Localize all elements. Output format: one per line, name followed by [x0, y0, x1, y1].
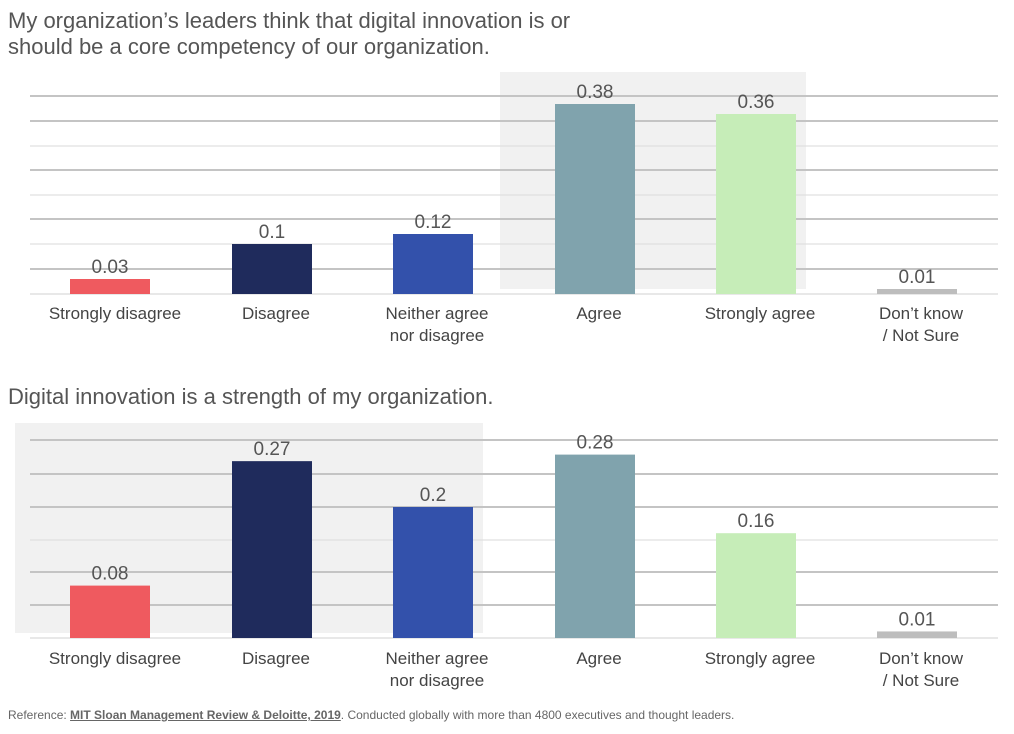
- category-label: / Not Sure: [883, 671, 960, 690]
- bar: [716, 114, 796, 294]
- category-label: Agree: [576, 649, 621, 668]
- footer-source-link[interactable]: MIT Sloan Management Review & Deloitte, …: [70, 708, 341, 722]
- data-label: 0.1: [259, 222, 285, 243]
- data-label: 0.2: [420, 485, 446, 506]
- category-label: Strongly agree: [705, 304, 816, 323]
- bar: [877, 289, 957, 294]
- bar: [393, 507, 473, 638]
- data-label: 0.36: [738, 92, 775, 113]
- data-label: 0.08: [92, 564, 129, 585]
- chart-1: 0.03 Strongly disagree 0.1 Disagree 0.12 Neit…: [30, 72, 998, 345]
- category-label: Strongly agree: [705, 649, 816, 668]
- chart-2-title: Digital innovation is a strength of my o…: [8, 384, 494, 409]
- category-label: Neither agree: [385, 304, 488, 323]
- category-label: Neither agree: [385, 649, 488, 668]
- category-label: Don’t know: [879, 649, 964, 668]
- bar: [555, 454, 635, 638]
- footer-prefix: Reference:: [8, 708, 71, 722]
- bar: [70, 279, 150, 294]
- data-label: 0.12: [415, 212, 452, 233]
- footer-suffix: . Conducted globally with more than 4800…: [340, 708, 735, 722]
- bar: [232, 461, 312, 638]
- category-label: Disagree: [242, 649, 310, 668]
- data-label: 0.38: [577, 82, 614, 103]
- footer-reference: Reference: MIT Sloan Management Review &…: [8, 708, 734, 722]
- data-label: 0.01: [899, 267, 936, 288]
- category-label: Disagree: [242, 304, 310, 323]
- data-label: 0.01: [899, 609, 936, 630]
- category-label: / Not Sure: [883, 326, 960, 345]
- bar: [877, 631, 957, 638]
- category-label: Agree: [576, 304, 621, 323]
- category-label: Don’t know: [879, 304, 964, 323]
- bar: [555, 104, 635, 294]
- category-label: nor disagree: [390, 671, 485, 690]
- bar: [716, 533, 796, 638]
- bar: [70, 585, 150, 638]
- data-label: 0.28: [577, 433, 614, 454]
- bar: [232, 244, 312, 294]
- chart-1-title: My organization’s leaders think that dig…: [8, 8, 571, 59]
- data-label: 0.27: [254, 439, 291, 460]
- category-label: nor disagree: [390, 326, 485, 345]
- category-label: Strongly disagree: [49, 649, 181, 668]
- data-label: 0.16: [738, 511, 775, 532]
- data-label: 0.03: [92, 257, 129, 278]
- category-label: Strongly disagree: [49, 304, 181, 323]
- bar: [393, 234, 473, 294]
- chart-2: 0.08 Strongly disagree 0.27 Disagree 0.2 Neit…: [15, 423, 998, 690]
